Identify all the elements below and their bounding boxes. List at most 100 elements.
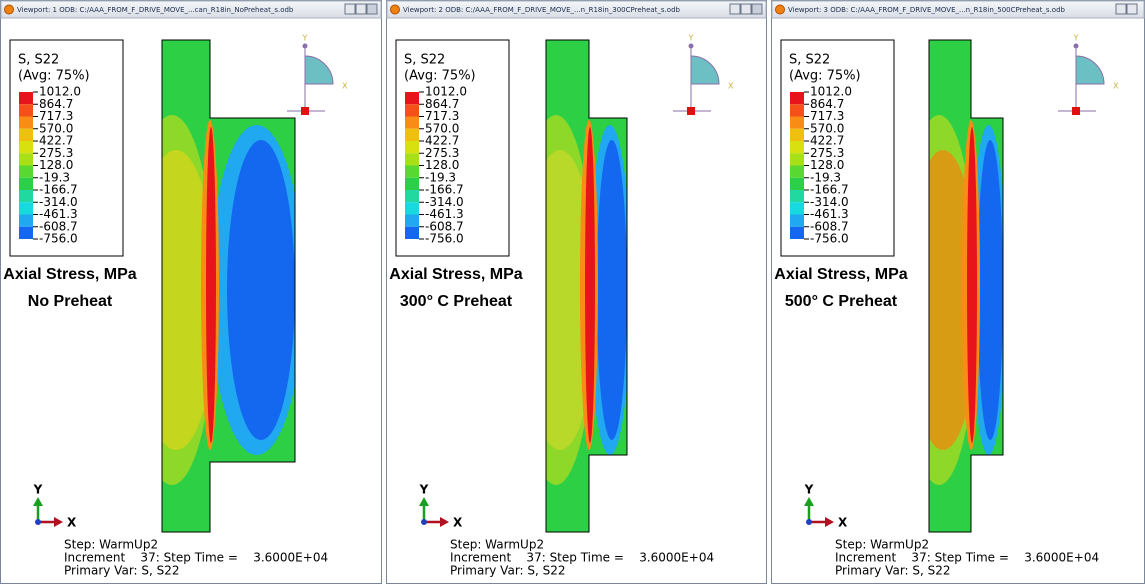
view-cube-x: X (342, 82, 348, 91)
contour-band (967, 127, 977, 443)
close-button[interactable] (751, 3, 763, 15)
viewport: Viewport: 1 ODB: C:/AAA_FROM_F_DRIVE_MOV… (0, 0, 382, 584)
legend-swatch (405, 141, 419, 154)
legend-swatch (405, 226, 419, 239)
legend-label: -19.3 (39, 170, 70, 184)
annotation: Axial Stress, MPa (389, 266, 523, 283)
viewport: Viewport: 3 ODB: C:/AAA_FROM_F_DRIVE_MOV… (771, 0, 1145, 584)
legend-subtitle: (Avg: 75%) (789, 69, 861, 84)
legend-swatch (405, 92, 419, 105)
annotation: Axial Stress, MPa (3, 266, 137, 283)
view-cube-y: Y (302, 34, 308, 43)
legend-label: -461.3 (425, 207, 464, 221)
legend-label: -461.3 (810, 207, 849, 221)
legend-title: S, S22 (404, 53, 445, 68)
legend-label: 864.7 (810, 97, 844, 111)
legend-label: 864.7 (425, 97, 459, 111)
triad-z (806, 519, 812, 525)
legend-label: 275.3 (39, 146, 73, 160)
minimize-button[interactable] (344, 3, 356, 15)
annotation: 300° C Preheat (400, 293, 513, 310)
legend-label: -756.0 (810, 232, 849, 246)
legend-swatch (19, 177, 33, 190)
triad-x-label: X (67, 516, 77, 530)
triad-z (35, 519, 41, 525)
specimen-outline (545, 39, 628, 533)
contour-plot (929, 40, 1003, 532)
triad-y-head (804, 497, 814, 506)
legend-label: -756.0 (425, 232, 464, 246)
legend-swatch (405, 190, 419, 203)
legend-swatch (790, 141, 804, 154)
view-cube-y: Y (1073, 34, 1079, 43)
legend-label: 128.0 (425, 158, 459, 172)
contour-plot (546, 40, 627, 532)
triad-x-head (825, 517, 834, 527)
legend-label: -608.7 (425, 219, 464, 233)
legend-label: 422.7 (39, 134, 73, 148)
legend-swatch (405, 177, 419, 190)
view-cube-dot (302, 43, 308, 49)
legend-label: 275.3 (810, 146, 844, 160)
viewport-icon (775, 4, 785, 15)
viewport-title: Viewport: 3 ODB: C:/AAA_FROM_F_DRIVE_MOV… (788, 6, 1066, 14)
legend-label: 1012.0 (810, 85, 852, 99)
legend-swatch (19, 153, 33, 166)
annotation: 500° C Preheat (785, 293, 898, 310)
viewport-icon (390, 4, 400, 15)
legend-swatch (790, 177, 804, 190)
contour-band (585, 127, 595, 443)
view-cube-origin (1072, 107, 1080, 115)
legend-label: -756.0 (39, 232, 78, 246)
legend-label: 864.7 (39, 97, 73, 111)
restore-button[interactable] (740, 3, 752, 15)
triad-y-label: Y (419, 483, 429, 497)
triad-x-label: X (838, 516, 848, 530)
view-cube-origin (687, 107, 695, 115)
status-line: Increment 37: Step Time = 3.6000E+04 (835, 551, 1099, 565)
close-button[interactable] (366, 3, 378, 15)
legend-label: 570.0 (810, 121, 844, 135)
legend-swatch (19, 141, 33, 154)
legend-swatch (19, 202, 33, 215)
specimen-outline (928, 39, 1004, 533)
annotation: Axial Stress, MPa (774, 266, 908, 283)
legend-label: 717.3 (810, 109, 844, 123)
title-bar (386, 0, 767, 19)
legend-swatch (790, 165, 804, 178)
triad-x-head (440, 517, 449, 527)
legend-label: -314.0 (810, 195, 849, 209)
viewport-title: Viewport: 1 ODB: C:/AAA_FROM_F_DRIVE_MOV… (17, 6, 294, 14)
legend-label: -608.7 (39, 219, 78, 233)
legend-swatch (405, 153, 419, 166)
legend-label: 128.0 (39, 158, 73, 172)
legend-label: -19.3 (810, 170, 841, 184)
legend-label: 717.3 (39, 109, 73, 123)
restore-button[interactable] (355, 3, 367, 15)
triad-y-head (33, 497, 43, 506)
view-cube-dot (1073, 43, 1079, 49)
legend-swatch (405, 202, 419, 215)
legend-label: -314.0 (425, 195, 464, 209)
specimen-outline (161, 39, 296, 533)
restore-button[interactable] (1126, 3, 1138, 15)
legend-label: -166.7 (425, 183, 464, 197)
legend-label: 422.7 (810, 134, 844, 148)
minimize-button[interactable] (1115, 3, 1127, 15)
legend-label: -166.7 (39, 183, 78, 197)
viewport: Viewport: 2 ODB: C:/AAA_FROM_F_DRIVE_MOV… (386, 0, 767, 584)
status-line: Primary Var: S, S22 (450, 564, 566, 578)
legend-label: 717.3 (425, 109, 459, 123)
legend-swatch (790, 128, 804, 141)
legend-title: S, S22 (18, 53, 59, 68)
contour-band (227, 140, 295, 440)
view-cube-sector (690, 55, 720, 85)
view-cube-sector (304, 55, 334, 85)
minimize-button[interactable] (729, 3, 741, 15)
legend-label: 422.7 (425, 134, 459, 148)
contour-band (929, 150, 979, 450)
legend-swatch (790, 153, 804, 166)
legend-swatch (19, 226, 33, 239)
legend-label: 128.0 (810, 158, 844, 172)
